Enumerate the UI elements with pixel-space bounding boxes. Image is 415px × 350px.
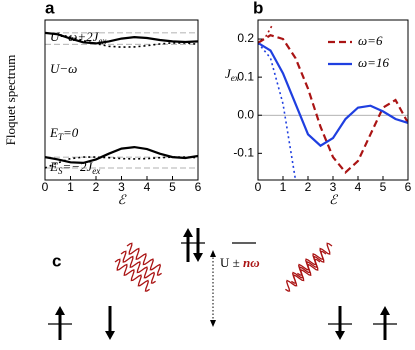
series-line [258, 42, 297, 180]
x-axis-label: ℰ [118, 192, 127, 207]
x-tick-label: 6 [195, 180, 202, 194]
series-line [45, 31, 198, 45]
chart: 0 1 2 3 4 5 6 0.2 0.1 0.0 -0.1 b ℰ Jex ω=6 ω=16 [225, 0, 412, 207]
x-tick-label: 5 [169, 180, 176, 194]
y-tick-label: -0.1 [233, 146, 254, 160]
y-tick-label: 0.0 [237, 107, 254, 121]
series-line [258, 23, 274, 44]
annotation: ES=−2Jex [49, 159, 100, 176]
x-tick-label: 0 [42, 180, 49, 194]
annotation-text: U−ω [50, 61, 77, 76]
x-tick-label: 4 [144, 180, 151, 194]
spin-head [105, 331, 115, 340]
spin-head [335, 331, 345, 340]
y-tick-label: 0.1 [237, 69, 254, 83]
y-axis-label: Jex [225, 66, 239, 83]
y-label-main: J [225, 66, 232, 81]
spin-head [183, 228, 193, 237]
annotation-sub: S [58, 166, 63, 176]
annotation-text: U−ω+2J [50, 29, 100, 44]
annotation-text: E [49, 125, 58, 140]
spin-head [380, 306, 390, 315]
gap-head [210, 250, 216, 257]
panel-label: b [253, 0, 263, 17]
annotation-text: =−2J [62, 159, 93, 174]
x-tick-label: 6 [405, 180, 412, 194]
legend-label: ω=6 [358, 33, 383, 48]
x-tick-label: 3 [330, 180, 337, 194]
x-tick-label: 5 [380, 180, 387, 194]
panel-label: a [45, 0, 55, 17]
y-label-sub: ex [231, 73, 239, 83]
annotation-sub: ex [92, 166, 100, 176]
series-line [45, 32, 198, 48]
x-tick-label: 2 [93, 180, 100, 194]
x-tick-label: 3 [118, 180, 125, 194]
annotation: ET=0 [49, 125, 79, 142]
photon [126, 242, 162, 276]
x-tick-label: 1 [280, 180, 287, 194]
annotation: U−ω+2Jex [50, 29, 106, 46]
y-axis-label: Floquet spectrum [3, 55, 18, 146]
annotation-text: E [49, 159, 58, 174]
spin-head [193, 253, 203, 262]
x-axis-label: ℰ [329, 192, 338, 207]
diagram: c U ± nω [48, 228, 397, 340]
series-line [45, 145, 198, 165]
annotation: U−ω [50, 61, 77, 76]
photon [114, 258, 150, 292]
x-tick-label: 1 [67, 180, 74, 194]
annotation-text: =0 [63, 125, 79, 140]
annotation-sub: T [58, 132, 64, 142]
y-tick-label: 0.2 [237, 31, 254, 45]
spin-head [55, 306, 65, 315]
gap-head [210, 320, 216, 327]
x-tick-label: 4 [355, 180, 362, 194]
energy-label: U ± nω [220, 255, 260, 270]
series-line [258, 34, 408, 174]
energy-text: U ± [220, 255, 243, 270]
x-tick-label: 0 [255, 180, 262, 194]
annotation-sub: ex [98, 36, 106, 46]
legend-label: ω=16 [358, 55, 389, 70]
series-line [258, 41, 408, 148]
photon [120, 250, 156, 284]
panel-label: c [52, 251, 61, 270]
energy-red: nω [243, 255, 260, 270]
x-tick-label: 2 [305, 180, 312, 194]
photon [297, 242, 333, 276]
